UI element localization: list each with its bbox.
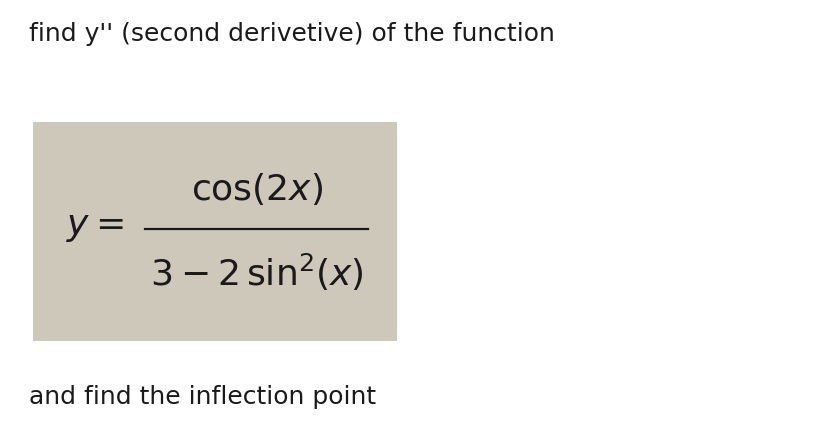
Text: $\mathrm{cos}(2\mathit{x})$: $\mathrm{cos}(2\mathit{x})$ — [190, 172, 323, 208]
Text: find y'' (second derivetive) of the function: find y'' (second derivetive) of the func… — [29, 22, 554, 46]
Text: $\mathit{y}=$: $\mathit{y}=$ — [66, 211, 124, 244]
FancyBboxPatch shape — [33, 122, 397, 341]
Text: and find the inflection point: and find the inflection point — [29, 385, 375, 409]
Text: $3-2\,\mathrm{sin}^{2}(\mathit{x})$: $3-2\,\mathrm{sin}^{2}(\mathit{x})$ — [150, 253, 363, 294]
